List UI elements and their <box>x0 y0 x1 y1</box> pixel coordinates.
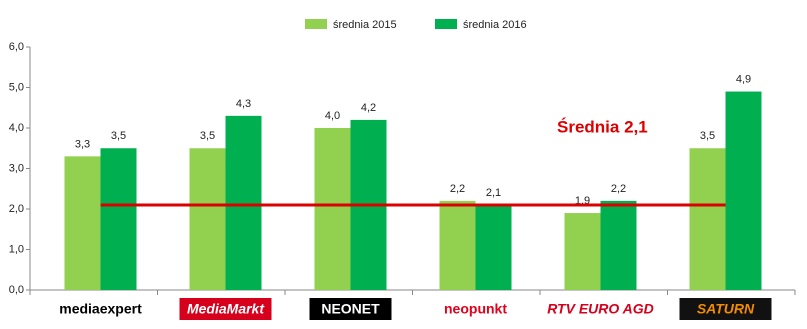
value-label: 4,2 <box>361 102 376 114</box>
value-label: 4,9 <box>736 73 751 85</box>
logo-background <box>309 298 392 320</box>
legend-swatch <box>305 19 327 29</box>
bar <box>439 200 476 290</box>
bar <box>564 213 601 290</box>
category-logo: MediaMarkt <box>187 301 265 317</box>
value-label: 4,3 <box>236 98 251 110</box>
bar <box>100 148 137 290</box>
bar <box>475 204 512 290</box>
bar <box>725 91 762 290</box>
legend-swatch <box>435 19 457 29</box>
legend-label: średnia 2015 <box>333 19 397 31</box>
category-logo: neopunkt <box>444 301 507 317</box>
value-label: 2,2 <box>611 183 626 195</box>
value-label: 3,5 <box>700 130 715 142</box>
value-label: 3,3 <box>75 138 90 150</box>
bar <box>689 148 726 290</box>
reference-label: Średnia 2,1 <box>557 117 648 136</box>
bar <box>189 148 226 290</box>
legend-label: średnia 2016 <box>463 19 527 31</box>
y-tick-label: 6,0 <box>9 41 24 53</box>
logo-background <box>679 298 772 320</box>
value-label: 3,5 <box>200 130 215 142</box>
bar <box>600 200 637 290</box>
y-tick-label: 4,0 <box>9 122 24 134</box>
value-label: 4,0 <box>325 110 340 122</box>
value-label: 3,5 <box>111 130 126 142</box>
logo-background <box>550 298 651 320</box>
category-logo: RTV EURO AGD <box>547 301 654 317</box>
category-logo: SATURN <box>697 301 755 317</box>
y-tick-label: 0,0 <box>9 284 24 296</box>
logo-background <box>54 298 147 320</box>
category-logo: NEONET <box>321 301 380 317</box>
bar <box>225 115 262 290</box>
bar <box>314 128 351 290</box>
value-label: 2,1 <box>486 187 501 199</box>
bar <box>64 156 101 290</box>
y-tick-label: 3,0 <box>9 162 24 174</box>
logo-background <box>179 298 272 320</box>
category-logo: mediaexpert <box>59 301 142 317</box>
y-tick-label: 2,0 <box>9 203 24 215</box>
y-tick-label: 1,0 <box>9 243 24 255</box>
logo-background <box>429 298 522 320</box>
value-label: 2,2 <box>450 183 465 195</box>
y-tick-label: 5,0 <box>9 81 24 93</box>
